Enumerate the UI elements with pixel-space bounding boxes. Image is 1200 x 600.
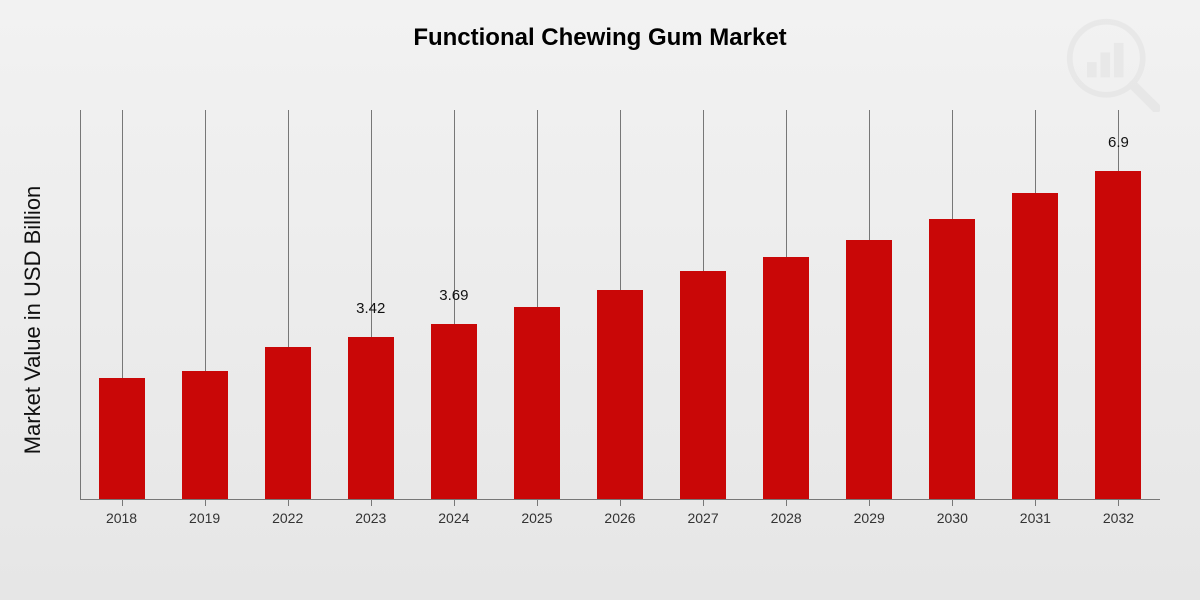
bar-value-label: 6.9: [1108, 134, 1129, 151]
bar: [763, 257, 809, 499]
x-tick: [1035, 500, 1036, 506]
watermark-logo-icon: [1064, 16, 1160, 112]
bar-value-label: 3.69: [439, 287, 468, 304]
x-category-label: 2024: [438, 510, 469, 526]
x-category-label: 2023: [355, 510, 386, 526]
x-category-label: 2027: [687, 510, 718, 526]
bar: [1012, 193, 1058, 499]
x-tick: [703, 500, 704, 506]
bar: [265, 347, 311, 499]
bar: [597, 290, 643, 499]
bar: [431, 324, 477, 499]
x-category-label: 2022: [272, 510, 303, 526]
bar: [1095, 171, 1141, 499]
bar-value-label: 3.42: [356, 300, 385, 317]
x-tick: [620, 500, 621, 506]
bar: [514, 307, 560, 499]
x-tick: [205, 500, 206, 506]
x-category-label: 2028: [771, 510, 802, 526]
x-tick: [454, 500, 455, 506]
bar: [846, 240, 892, 499]
x-tick: [1118, 500, 1119, 506]
x-category-label: 2029: [854, 510, 885, 526]
bar: [348, 337, 394, 499]
bar: [99, 378, 145, 499]
x-tick: [869, 500, 870, 506]
x-category-label: 2026: [604, 510, 635, 526]
x-tick: [952, 500, 953, 506]
x-category-label: 2025: [521, 510, 552, 526]
x-tick: [288, 500, 289, 506]
x-tick: [537, 500, 538, 506]
y-axis-line: [80, 110, 81, 500]
x-category-label: 2032: [1103, 510, 1134, 526]
x-category-label: 2019: [189, 510, 220, 526]
x-tick: [122, 500, 123, 506]
chart-plot-area: 2018 2019 2022 3.42 2023 3.69 2024 2025 2026 2027…: [80, 110, 1160, 530]
x-category-label: 2031: [1020, 510, 1051, 526]
chart-title: Functional Chewing Gum Market: [0, 24, 1200, 52]
x-tick: [786, 500, 787, 506]
y-axis-label: Market Value in USD Billion: [20, 110, 46, 530]
x-tick: [371, 500, 372, 506]
bar: [182, 371, 228, 499]
bar: [680, 271, 726, 499]
x-category-label: 2018: [106, 510, 137, 526]
bar: [929, 219, 975, 499]
x-category-label: 2030: [937, 510, 968, 526]
